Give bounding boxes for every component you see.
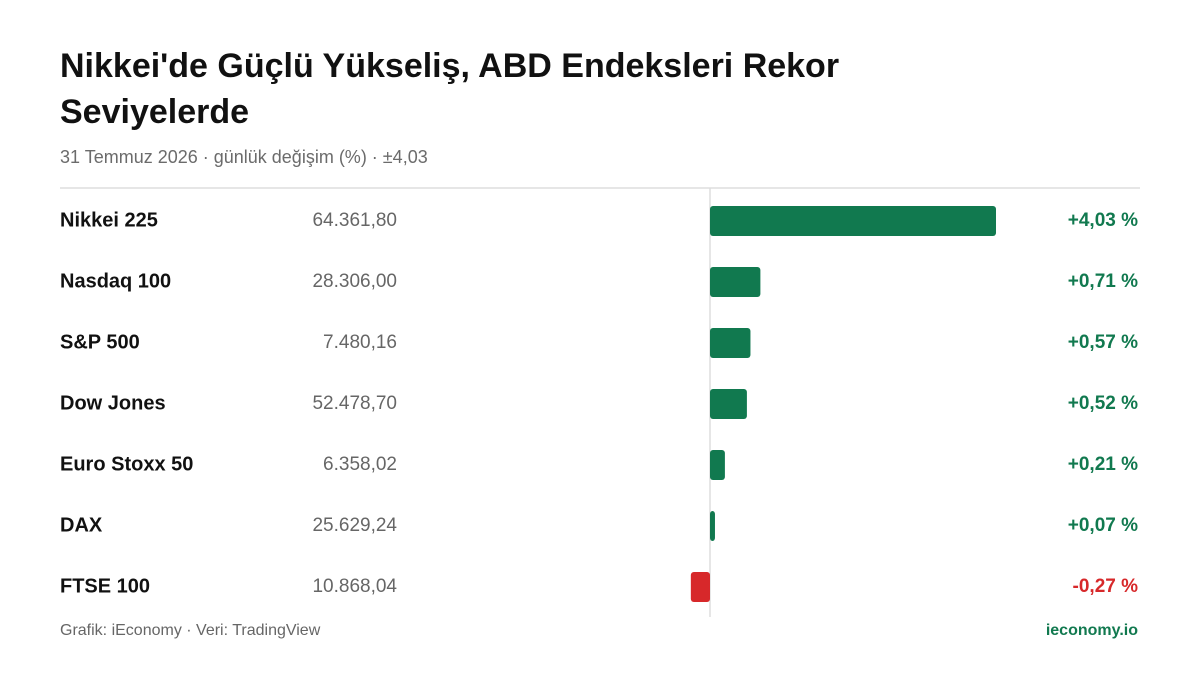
- brand: ieconomy.io: [1046, 622, 1138, 639]
- bar: [710, 328, 751, 358]
- source: Grafik: iEconomy · Veri: TradingView: [60, 622, 321, 639]
- value-label: +0,07 %: [1068, 515, 1138, 536]
- price: 52.478,70: [312, 393, 397, 414]
- category-label: Nikkei 225: [60, 209, 158, 231]
- price: 7.480,16: [323, 332, 397, 353]
- price: 64.361,80: [312, 210, 397, 231]
- value-label: +0,71 %: [1068, 271, 1138, 292]
- category-label: Nasdaq 100: [60, 270, 171, 292]
- bar: [710, 389, 747, 419]
- value-label: +0,21 %: [1068, 454, 1138, 475]
- price: 28.306,00: [312, 271, 397, 292]
- value-label: +0,52 %: [1068, 393, 1138, 414]
- category-label: Euro Stoxx 50: [60, 453, 193, 475]
- bar: [710, 511, 715, 541]
- category-label: FTSE 100: [60, 575, 150, 597]
- price: 6.358,02: [323, 454, 397, 475]
- value-label: -0,27 %: [1073, 576, 1139, 597]
- bar: [710, 206, 996, 236]
- value-label: +0,57 %: [1068, 332, 1138, 353]
- chart-title: Nikkei'de Güçlü Yükseliş, ABD Endeksleri…: [60, 47, 839, 131]
- chart-subtitle: 31 Temmuz 2026 · günlük değişim (%) · ±4…: [60, 147, 428, 167]
- value-label: +4,03 %: [1068, 210, 1138, 231]
- bar: [710, 450, 725, 480]
- price: 25.629,24: [312, 515, 397, 536]
- category-label: DAX: [60, 514, 103, 536]
- bar: [710, 267, 761, 297]
- price: 10.868,04: [312, 576, 397, 597]
- category-label: Dow Jones: [60, 392, 166, 414]
- category-label: S&P 500: [60, 331, 140, 353]
- bar: [690, 572, 710, 602]
